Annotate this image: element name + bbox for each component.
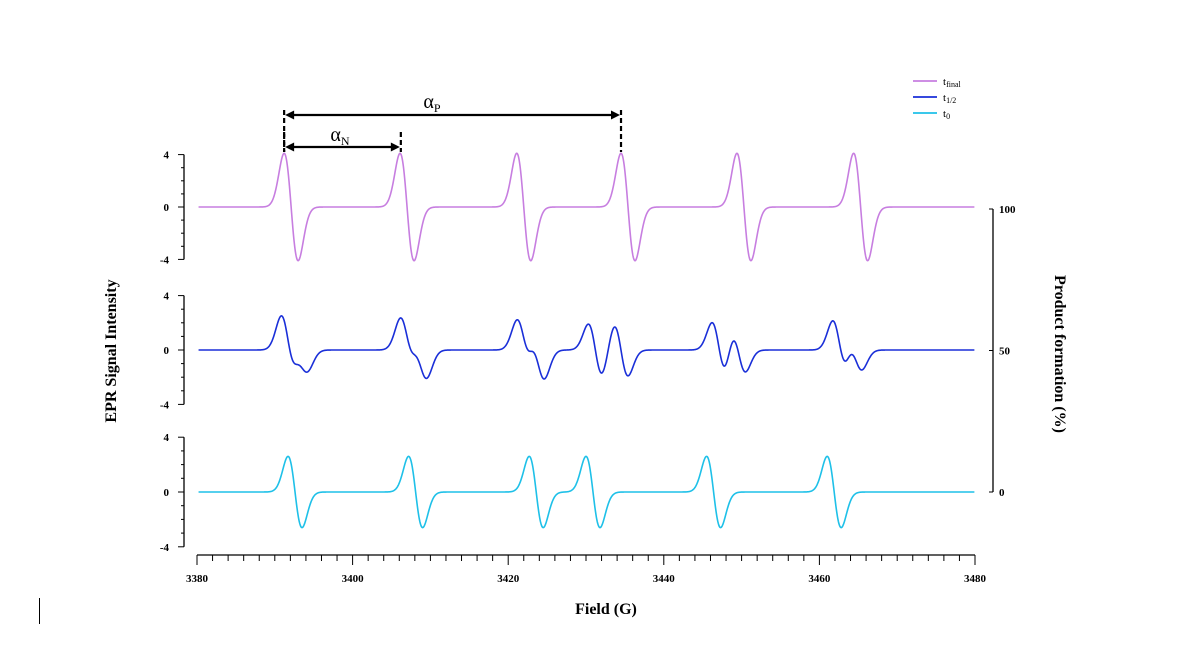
y-tick-label: -4: [160, 399, 170, 411]
legend-item-t_1/2: t1/2: [913, 92, 956, 105]
annotation-label: αN: [330, 124, 349, 148]
series-line-t_0: [198, 455, 975, 529]
x-tick-label: 3440: [653, 573, 676, 585]
legend-label: tfinal: [943, 76, 962, 89]
arrow-head-right: [390, 142, 400, 152]
field-axis: 3380 3400 3420 3440 3460 3480: [186, 554, 987, 585]
spectrum-panels: 4 0 -4 4 0 -4 4 0 -4: [160, 150, 975, 554]
y-tick-label: 4: [164, 291, 170, 303]
text-cursor: [39, 598, 40, 624]
x-tick-label: 3480: [964, 573, 987, 585]
legend-label: t1/2: [943, 92, 956, 105]
y-tick-label: 0: [164, 487, 170, 499]
y-tick-label: 4: [164, 150, 170, 162]
x-tick-label: 3420: [497, 573, 520, 585]
panel-2: 4 0 -4: [160, 291, 975, 411]
panel-3: 4 0 -4: [160, 432, 975, 554]
x-axis-title: Field (G): [575, 601, 637, 618]
y-tick-label: -4: [160, 254, 170, 266]
x-tick-label: 3380: [186, 573, 209, 585]
y-tick-label: 0: [164, 345, 170, 357]
y2-tick-label: 0: [999, 487, 1005, 499]
series-line-t_1/2: [198, 315, 975, 380]
arrow-head-left: [285, 110, 295, 120]
y2-tick-label: 50: [999, 346, 1011, 358]
hyperfine-annotations: αP αN: [283, 91, 623, 152]
panel-1: 4 0 -4: [160, 150, 975, 266]
arrow-head-left: [285, 142, 295, 152]
series-line-t_final: [198, 152, 975, 262]
x-tick-label: 3460: [808, 573, 831, 585]
y-tick-label: -4: [160, 542, 170, 554]
legend-item-t_final: tfinal: [913, 76, 962, 89]
annotation-alpha-N: αN: [283, 124, 402, 152]
legend-item-t_0: t0: [913, 108, 950, 121]
arrow-head-right: [611, 110, 621, 120]
legend: tfinal t1/2 t0: [913, 76, 962, 121]
y-tick-label: 0: [164, 202, 170, 214]
x-tick-label: 3400: [342, 573, 365, 585]
y-axis-title: EPR Signal Intensity: [103, 279, 120, 422]
legend-label: t0: [943, 108, 950, 121]
annotation-label: αP: [423, 91, 440, 115]
y2-tick-label: 100: [999, 204, 1016, 216]
y-tick-label: 4: [164, 432, 170, 444]
y2-axis-title: Product formation (%): [1051, 275, 1068, 433]
product-formation-axis: 100 50 0: [989, 204, 1016, 499]
